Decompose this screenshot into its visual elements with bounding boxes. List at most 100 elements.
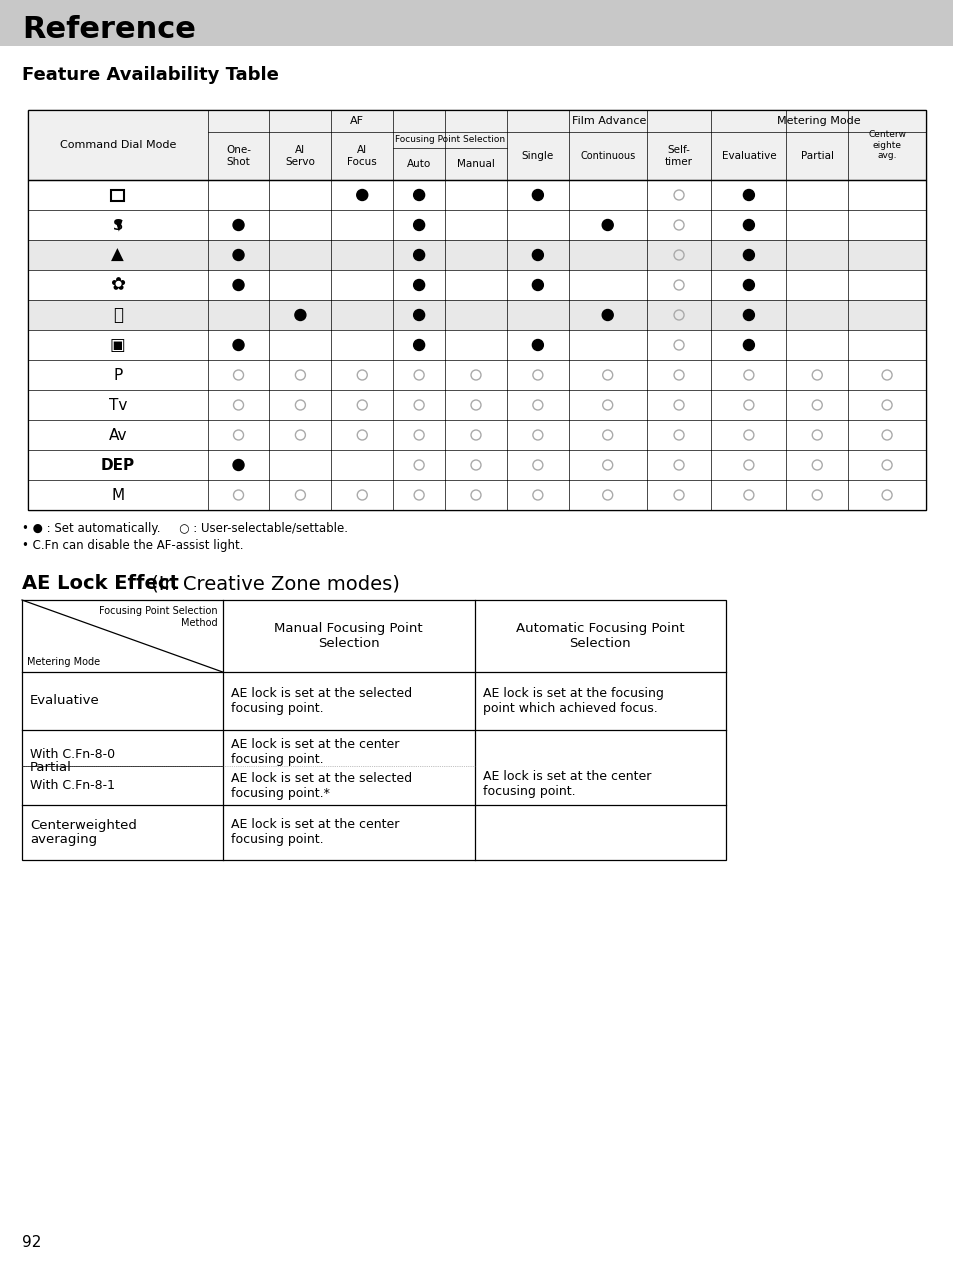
Text: AI
Focus: AI Focus [347,145,376,167]
Text: ꜱ: ꜱ [112,215,123,234]
Bar [28,210,925,240]
Text: Self-
timer: Self- timer [664,145,692,167]
Bar [208,109,506,132]
Circle shape [532,249,543,261]
Bar [506,132,568,181]
Bar [28,329,925,360]
Bar [28,450,925,480]
Bar [28,109,208,181]
Circle shape [414,340,424,351]
Text: Tv: Tv [109,397,127,412]
Bar [28,391,925,420]
Text: Centerweighted
averaging: Centerweighted averaging [30,818,136,846]
Text: Focusing Point Selection
Method: Focusing Point Selection Method [99,605,217,627]
Circle shape [742,309,754,321]
Circle shape [742,340,754,351]
Text: Focusing Point Selection: Focusing Point Selection [395,136,504,145]
Bar [28,181,925,510]
Circle shape [233,249,244,261]
Bar [28,300,925,329]
Text: AE lock is set at the center
focusing point.: AE lock is set at the center focusing po… [231,818,398,846]
Circle shape [532,190,543,201]
Circle shape [414,280,424,290]
Bar [269,132,331,181]
Text: Av: Av [109,427,127,443]
Text: Metering Mode: Metering Mode [27,658,100,667]
Bar [28,240,925,270]
Text: ⛄: ⛄ [112,307,123,324]
Bar [445,148,506,181]
Text: Metering Mode: Metering Mode [776,116,860,126]
Circle shape [233,220,244,230]
Text: ▣: ▣ [110,336,126,354]
Text: Centerw
eighte
avg.: Centerw eighte avg. [867,130,905,160]
Bar [28,109,925,510]
Text: Partial: Partial [30,761,71,773]
Bar [28,480,925,510]
Text: Manual Focusing Point
Selection: Manual Focusing Point Selection [274,622,422,650]
Text: • ● : Set automatically.     ○ : User-selectable/settable.: • ● : Set automatically. ○ : User-select… [22,522,348,536]
Text: Evaluative: Evaluative [30,695,100,707]
Text: Film Advance: Film Advance [572,116,646,126]
Text: (In Creative Zone modes): (In Creative Zone modes) [145,574,399,593]
Text: ▲: ▲ [112,245,124,265]
Text: One-
Shot: One- Shot [226,145,251,167]
Text: AE lock is set at the focusing
point which achieved focus.: AE lock is set at the focusing point whi… [482,687,663,715]
Bar [28,181,925,210]
Bar [785,132,847,181]
Bar [22,600,725,860]
Text: Auto: Auto [407,159,431,169]
Bar [28,109,925,181]
Text: Reference: Reference [22,15,195,45]
Bar [847,109,925,181]
Circle shape [233,280,244,290]
Circle shape [742,220,754,230]
Circle shape [414,190,424,201]
Circle shape [601,220,613,230]
Bar [28,420,925,450]
Circle shape [233,340,244,351]
Circle shape [742,249,754,261]
Circle shape [601,309,613,321]
Bar [112,190,124,201]
Text: ✿: ✿ [111,276,125,294]
Text: AE Lock Effect: AE Lock Effect [22,574,179,593]
Bar [28,270,925,300]
Text: AE lock is set at the center
focusing point.: AE lock is set at the center focusing po… [482,770,650,798]
Text: ►: ► [111,219,125,232]
Circle shape [294,309,306,321]
Circle shape [742,190,754,201]
Bar [331,132,393,181]
Text: Evaluative: Evaluative [720,151,776,162]
Circle shape [233,459,244,471]
Circle shape [742,280,754,290]
Bar [711,132,785,181]
Text: AE lock is set at the selected
focusing point.: AE lock is set at the selected focusing … [231,687,412,715]
Text: Automatic Focusing Point
Selection: Automatic Focusing Point Selection [516,622,684,650]
Bar [208,132,269,181]
Text: P: P [113,368,122,383]
Circle shape [356,190,367,201]
Text: AE lock is set at the selected
focusing point.*: AE lock is set at the selected focusing … [231,772,412,800]
Circle shape [414,249,424,261]
Bar [711,109,925,132]
Bar [28,360,925,391]
Text: Feature Availability Table: Feature Availability Table [22,66,278,84]
Bar [393,132,506,148]
Circle shape [532,280,543,290]
Bar [646,132,711,181]
Text: With C.Fn-8-1: With C.Fn-8-1 [30,778,115,792]
Bar [393,148,445,181]
Text: DEP: DEP [101,458,134,472]
Bar [0,0,953,46]
Text: Partial: Partial [800,151,833,162]
Text: 92: 92 [22,1235,41,1250]
Text: M: M [112,487,124,502]
Text: Manual: Manual [456,159,495,169]
Text: AF: AF [350,116,364,126]
Text: Continuous: Continuous [579,151,635,162]
Text: AE lock is set at the center
focusing point.: AE lock is set at the center focusing po… [231,738,398,766]
Text: • C.Fn can disable the AF-assist light.: • C.Fn can disable the AF-assist light. [22,539,243,552]
Circle shape [414,220,424,230]
Text: With C.Fn-8-0: With C.Fn-8-0 [30,748,115,761]
